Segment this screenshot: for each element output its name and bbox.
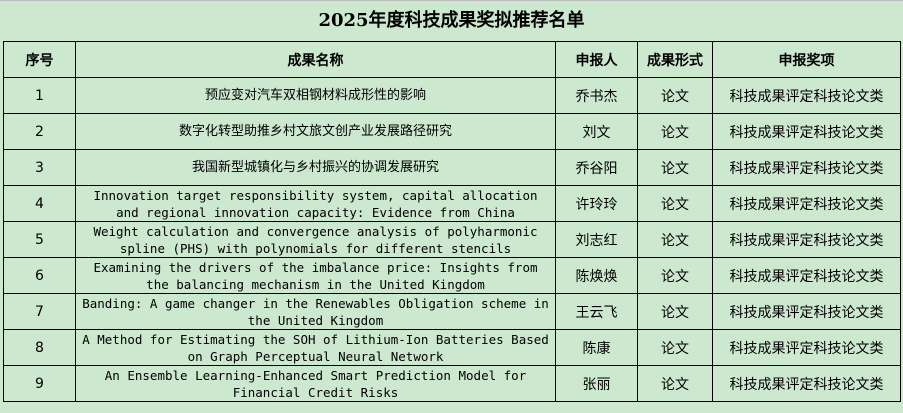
cell-applicant[interactable]: 刘文	[555, 113, 638, 150]
cell-no[interactable]: 4	[3, 185, 76, 222]
cell-applicant[interactable]: 陈康	[555, 329, 638, 366]
table-row: 1 预应变对汽车双相钢材料成形性的影响 乔书杰 论文 科技成果评定科技论文类	[3, 77, 901, 114]
cell-award[interactable]: 科技成果评定科技论文类	[712, 113, 901, 150]
table-row: 5 Weight calculation and convergence anal…	[3, 221, 901, 258]
sheet-title: 2025年度科技成果奖拟推荐名单	[318, 10, 585, 31]
cell-applicant[interactable]: 王云飞	[555, 293, 638, 330]
cell-award[interactable]: 科技成果评定科技论文类	[712, 329, 901, 366]
header-form[interactable]: 成果形式	[637, 41, 713, 78]
table-row: 3 我国新型城镇化与乡村振兴的协调发展研究 乔谷阳 论文 科技成果评定科技论文类	[3, 149, 901, 186]
cell-applicant[interactable]: 乔谷阳	[555, 149, 638, 186]
cell-award[interactable]: 科技成果评定科技论文类	[712, 293, 901, 330]
cell-name[interactable]: A Method for Estimating the SOH of Lithi…	[75, 329, 556, 366]
cell-award[interactable]: 科技成果评定科技论文类	[712, 149, 901, 186]
cell-award[interactable]: 科技成果评定科技论文类	[712, 77, 901, 114]
table-row: 7 Banding: A game changer in the Renewabl…	[3, 293, 901, 330]
header-name[interactable]: 成果名称	[75, 41, 556, 78]
cell-name[interactable]: 预应变对汽车双相钢材料成形性的影响	[75, 77, 556, 114]
table-row: 6 Examining the drivers of the imbalance …	[3, 257, 901, 294]
cell-award[interactable]: 科技成果评定科技论文类	[712, 185, 901, 222]
cell-name[interactable]: Banding: A game changer in the Renewable…	[75, 293, 556, 330]
cell-award[interactable]: 科技成果评定科技论文类	[712, 365, 901, 402]
cell-form[interactable]: 论文	[637, 149, 713, 186]
cell-form[interactable]: 论文	[637, 329, 713, 366]
cell-no[interactable]: 7	[3, 293, 76, 330]
cell-award[interactable]: 科技成果评定科技论文类	[712, 221, 901, 258]
cell-applicant[interactable]: 刘志红	[555, 221, 638, 258]
cell-name[interactable]: 数字化转型助推乡村文旅文创产业发展路径研究	[75, 113, 556, 150]
cell-form[interactable]: 论文	[637, 77, 713, 114]
cell-no[interactable]: 3	[3, 149, 76, 186]
cell-form[interactable]: 论文	[637, 293, 713, 330]
cell-no[interactable]: 1	[3, 77, 76, 114]
cell-name[interactable]: An Ensemble Learning-Enhanced Smart Pred…	[75, 365, 556, 402]
table-row: 4 Innovation target responsibility system…	[3, 185, 901, 222]
cell-applicant[interactable]: 张丽	[555, 365, 638, 402]
cell-name[interactable]: Examining the drivers of the imbalance p…	[75, 257, 556, 294]
cell-no[interactable]: 6	[3, 257, 76, 294]
cell-no[interactable]: 9	[3, 365, 76, 402]
cell-name[interactable]: Innovation target responsibility system,…	[75, 185, 556, 222]
cell-name[interactable]: Weight calculation and convergence analy…	[75, 221, 556, 258]
header-applicant[interactable]: 申报人	[555, 41, 638, 78]
cell-applicant[interactable]: 陈焕焕	[555, 257, 638, 294]
cell-applicant[interactable]: 许玲玲	[555, 185, 638, 222]
cell-form[interactable]: 论文	[637, 113, 713, 150]
table-row: 9 An Ensemble Learning-Enhanced Smart Pre…	[3, 365, 901, 402]
cell-form[interactable]: 论文	[637, 257, 713, 294]
header-award[interactable]: 申报奖项	[712, 41, 901, 78]
cell-name[interactable]: 我国新型城镇化与乡村振兴的协调发展研究	[75, 149, 556, 186]
cell-form[interactable]: 论文	[637, 365, 713, 402]
header-no[interactable]: 序号	[3, 41, 76, 78]
cell-award[interactable]: 科技成果评定科技论文类	[712, 257, 901, 294]
header-row: 序号 成果名称 申报人 成果形式 申报奖项	[3, 41, 901, 78]
table-row: 2 数字化转型助推乡村文旅文创产业发展路径研究 刘文 论文 科技成果评定科技论文类	[3, 113, 901, 150]
cell-form[interactable]: 论文	[637, 185, 713, 222]
cell-form[interactable]: 论文	[637, 221, 713, 258]
recommendation-table: 序号 成果名称 申报人 成果形式 申报奖项 1 预应变对汽车双相钢材料成形性的影响…	[3, 41, 901, 402]
cell-no[interactable]: 8	[3, 329, 76, 366]
cell-no[interactable]: 2	[3, 113, 76, 150]
cell-applicant[interactable]: 乔书杰	[555, 77, 638, 114]
cell-no[interactable]: 5	[3, 221, 76, 258]
